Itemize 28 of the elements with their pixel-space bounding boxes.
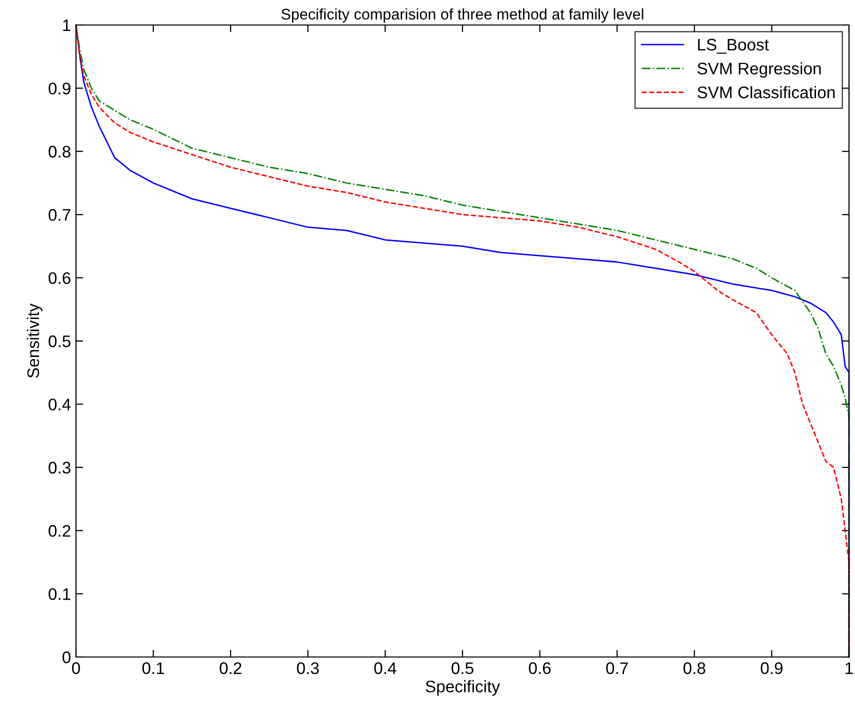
y-tick-label: 0.8 bbox=[48, 146, 70, 158]
x-tick-label: 0.4 bbox=[374, 662, 396, 674]
legend-label: SVM Regression bbox=[697, 62, 821, 78]
y-tick-label: 0.7 bbox=[48, 209, 70, 221]
x-tick-label: 0.3 bbox=[296, 662, 319, 674]
y-tick-label: 0.3 bbox=[48, 462, 70, 474]
x-tick-label: 0.8 bbox=[683, 662, 706, 674]
x-tick-label: 0.1 bbox=[142, 662, 164, 674]
x-tick-label: 0.9 bbox=[760, 662, 782, 674]
x-tick-label: 0.5 bbox=[452, 662, 474, 674]
y-tick-label: 0.5 bbox=[48, 335, 70, 348]
y-tick-label: 0.4 bbox=[48, 398, 71, 410]
x-axis-title: Specificity bbox=[426, 680, 500, 696]
y-tick-label: 1 bbox=[63, 20, 70, 32]
y-tick-label: 0.2 bbox=[48, 525, 70, 537]
y-tick-label: 0.1 bbox=[48, 588, 70, 600]
y-tick-label: 0.9 bbox=[48, 82, 70, 94]
legend-label: SVM Classification bbox=[697, 86, 835, 98]
x-tick-label: 0 bbox=[72, 662, 80, 674]
x-tick-label: 0.2 bbox=[220, 662, 242, 674]
y-tick-label: 0 bbox=[62, 651, 70, 664]
legend-label: LS_Boost bbox=[698, 38, 769, 54]
x-tick-label: 0.6 bbox=[528, 662, 551, 674]
x-tick-label: 0.7 bbox=[606, 662, 628, 674]
y-axis-title: Sensitivity bbox=[26, 304, 42, 378]
y-tick-label: 0.6 bbox=[48, 272, 70, 284]
chart-title: Specificity comparision of three method at family level bbox=[281, 8, 644, 23]
x-tick-label: 1 bbox=[846, 662, 853, 674]
